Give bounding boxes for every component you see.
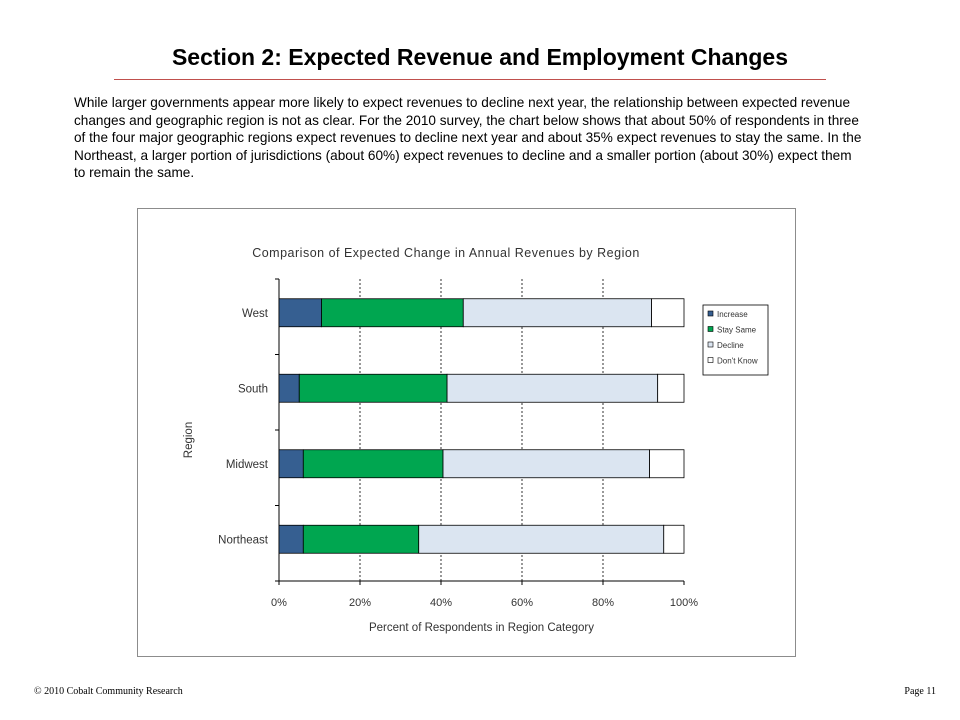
bar-segment [278, 524, 304, 554]
bar-segment [298, 373, 448, 403]
y-category-label: South [238, 383, 268, 395]
legend-label: Increase [717, 310, 748, 319]
y-axis-title: Region [183, 422, 195, 458]
legend-label: Stay Same [717, 326, 757, 335]
bar-segment [302, 524, 420, 554]
revenue-by-region-chart: Comparison of Expected Change in Annual … [183, 246, 769, 634]
bar-segment [651, 298, 685, 328]
chart-container: Comparison of Expected Change in Annual … [137, 208, 796, 657]
bar-segment [278, 373, 300, 403]
bar-segment [278, 298, 322, 328]
bar-segment [446, 373, 659, 403]
legend-swatch [707, 326, 714, 332]
x-tick-label: 40% [430, 597, 452, 609]
legend-swatch [707, 310, 714, 317]
legend-swatch [707, 357, 714, 363]
footer-page-number: Page 11 [904, 686, 936, 697]
intro-paragraph: While larger governments appear more lik… [74, 95, 862, 180]
y-category-label: Midwest [226, 459, 269, 471]
legend-label: Don't Know [717, 357, 758, 366]
page-title: Section 2: Expected Revenue and Employme… [171, 44, 789, 70]
chart-title: Comparison of Expected Change in Annual … [252, 246, 640, 260]
x-tick-label: 80% [592, 597, 614, 609]
x-tick-label: 60% [511, 597, 533, 609]
x-axis-title: Percent of Respondents in Region Categor… [369, 622, 594, 634]
bar-segment [321, 298, 464, 328]
bar-segment [663, 524, 685, 554]
legend-label: Decline [717, 341, 744, 350]
bar-segment [649, 449, 685, 479]
title-underline [114, 79, 826, 80]
bar-segment [442, 449, 650, 479]
bar-segment [418, 524, 665, 554]
y-category-label: Northeast [218, 534, 269, 546]
bar-segment [462, 298, 652, 328]
x-tick-label: 0% [271, 597, 287, 609]
x-tick-label: 100% [670, 597, 698, 609]
footer-copyright: © 2010 Cobalt Community Research [34, 686, 183, 697]
x-tick-label: 20% [349, 597, 371, 609]
legend-box [702, 304, 769, 376]
bar-segment [657, 373, 685, 403]
bar-segment [302, 449, 444, 479]
legend-swatch [707, 341, 714, 348]
bar-segment [278, 449, 304, 479]
y-category-label: West [242, 308, 269, 320]
